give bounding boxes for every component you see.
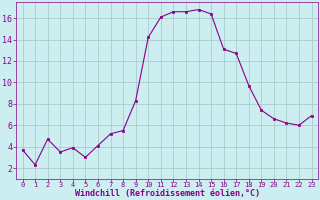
X-axis label: Windchill (Refroidissement éolien,°C): Windchill (Refroidissement éolien,°C) — [75, 189, 260, 198]
